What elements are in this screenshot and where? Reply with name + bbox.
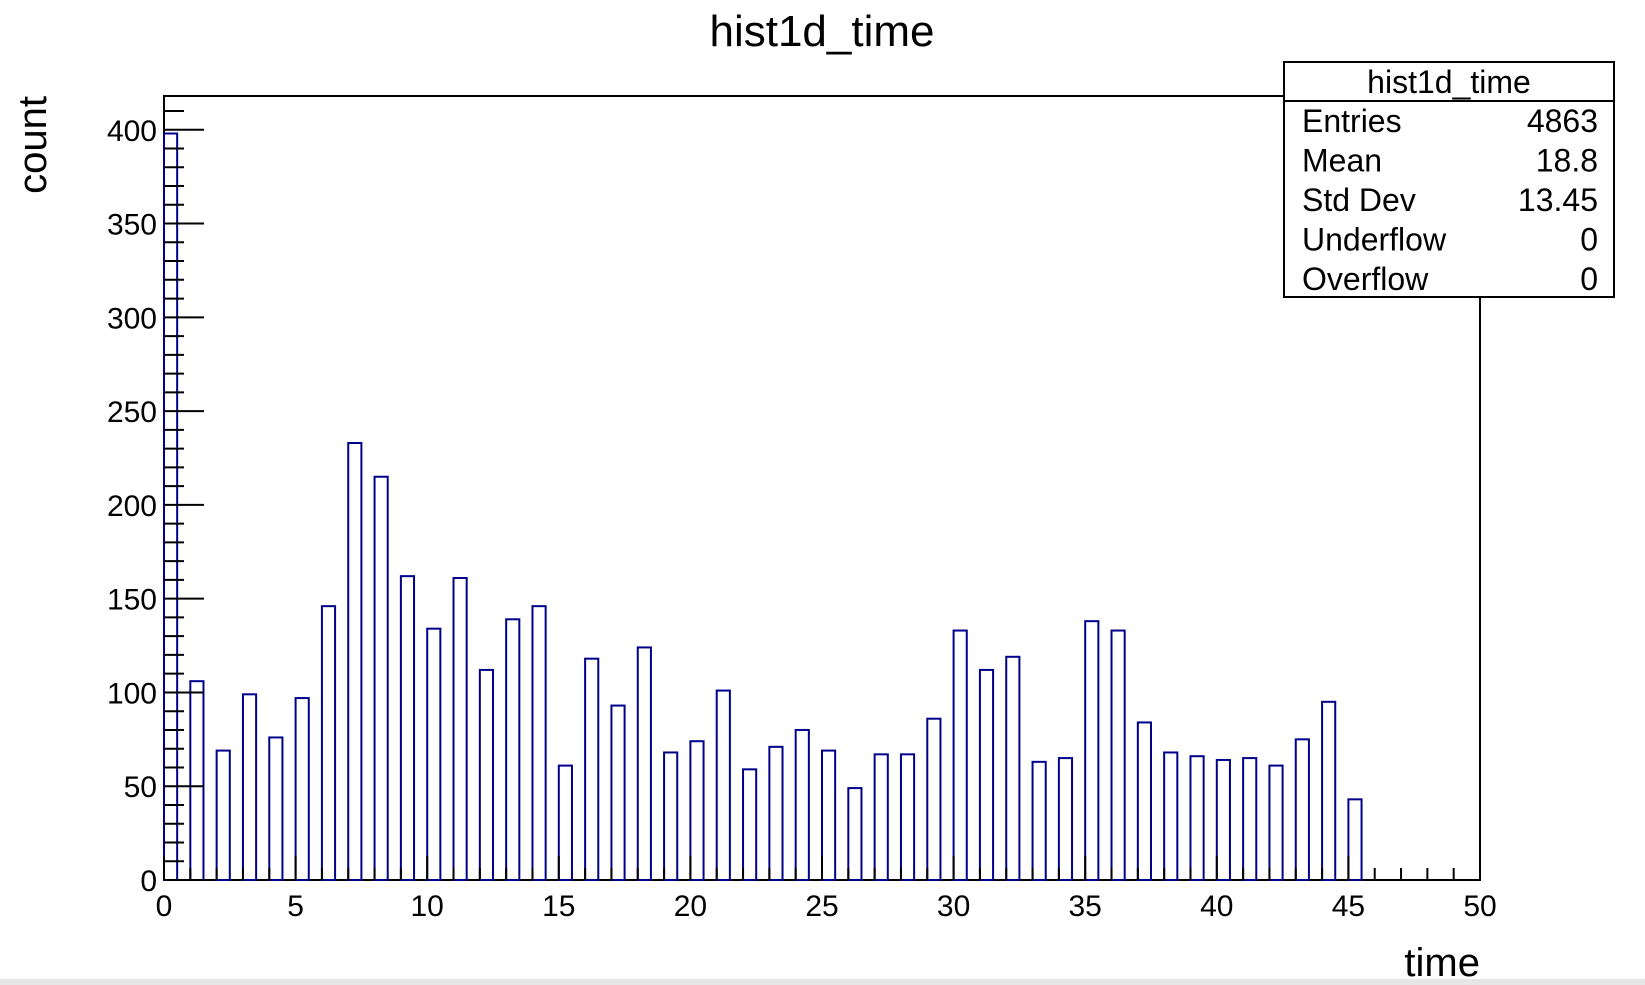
y-tick-label: 200: [107, 490, 157, 523]
histogram-bar: [1294, 738, 1310, 881]
y-tick-label: 300: [107, 302, 157, 335]
histogram-bar: [1110, 629, 1126, 882]
x-tick-label: 40: [1200, 890, 1233, 923]
histogram-bar: [1215, 758, 1231, 882]
histogram-bar: [505, 618, 521, 881]
histogram-bars: [163, 132, 1363, 882]
y-tick-label: 250: [107, 396, 157, 429]
histogram-bar: [610, 704, 626, 882]
histogram-bar: [689, 740, 705, 882]
histogram-bar: [531, 605, 547, 881]
histogram-bar: [636, 646, 652, 881]
histogram-bar: [426, 627, 442, 881]
stats-row-label: Entries: [1302, 103, 1402, 139]
histogram-bar: [926, 717, 942, 881]
stats-row-label: Underflow: [1302, 222, 1447, 258]
x-tick-label: 50: [1463, 890, 1496, 923]
x-tick-label: 30: [937, 890, 970, 923]
histogram-bar: [663, 751, 679, 882]
stats-row-value: 4863: [1527, 103, 1598, 139]
x-tick-label: 5: [287, 890, 304, 923]
stats-row-label: Overflow: [1302, 261, 1429, 297]
histogram-bar: [1136, 721, 1152, 881]
y-tick-label: 50: [124, 771, 157, 804]
histogram-bar: [1031, 760, 1047, 882]
x-tick-label: 35: [1069, 890, 1102, 923]
histogram-bar: [1347, 798, 1363, 882]
x-tick-label: 25: [805, 890, 838, 923]
stats-box-rows: Entries 4863 Mean 18.8 Std Dev 13.45 Underflow…: [1302, 103, 1598, 297]
y-tick-label: 150: [107, 584, 157, 617]
chart-title: hist1d_time: [709, 7, 934, 56]
histogram-bar: [241, 693, 258, 881]
y-tick-label: 400: [107, 115, 157, 148]
histogram-bar: [715, 689, 731, 881]
histogram-bar: [1163, 751, 1179, 882]
histogram-bar: [847, 787, 863, 882]
histogram-bar: [742, 768, 758, 882]
histogram-bar: [1268, 764, 1284, 881]
histogram-bar: [978, 668, 995, 882]
histogram-bar: [1005, 655, 1021, 881]
stats-row-value: 0: [1580, 261, 1598, 297]
histogram-bar: [557, 764, 573, 881]
histogram-bar: [873, 753, 889, 881]
histogram-bar: [399, 575, 416, 882]
histogram-bar: [1242, 757, 1258, 881]
x-axis-label: time: [1404, 941, 1480, 985]
x-tick-label: 10: [411, 890, 444, 923]
histogram-bar: [215, 749, 231, 882]
y-tick-label: 350: [107, 209, 157, 242]
histogram-bar: [952, 629, 968, 882]
x-tick-label: 0: [156, 890, 173, 923]
window-bottom-edge: [0, 979, 1645, 985]
stats-row-label: Std Dev: [1302, 182, 1416, 218]
x-tick-label: 45: [1332, 890, 1365, 923]
histogram-bar: [1057, 757, 1074, 881]
histogram-bar: [768, 745, 784, 881]
stats-row-label: Mean: [1302, 143, 1382, 179]
x-tick-label: 15: [542, 890, 575, 923]
stats-row-value: 13.45: [1518, 182, 1598, 218]
stats-row-value: 18.8: [1536, 143, 1598, 179]
x-axis: 0 5 10 15 20 25 30 35 40 45 50: [156, 856, 1497, 923]
stats-box: hist1d_time Entries 4863 Mean 18.8 Std Dev 13…: [1283, 61, 1615, 298]
stats-row-value: 0: [1580, 222, 1598, 258]
y-tick-label: 100: [107, 677, 157, 710]
histogram-bar: [584, 657, 600, 882]
histogram-bar: [294, 697, 310, 881]
histogram-bar: [1321, 700, 1337, 881]
x-tick-label: 20: [674, 890, 707, 923]
histogram-bar: [189, 680, 205, 881]
histogram-bar: [794, 728, 810, 881]
histogram-bar: [821, 749, 837, 882]
y-axis-label: count: [11, 96, 55, 194]
histogram-bar: [268, 736, 284, 881]
stats-box-title: hist1d_time: [1367, 64, 1531, 100]
histogram-bar: [347, 441, 363, 881]
histogram-bar: [452, 577, 468, 881]
y-axis: 0 50 100 150 200 250 300 350 400: [107, 110, 204, 898]
histogram-bar: [373, 475, 389, 881]
histogram-bar: [1084, 620, 1100, 882]
histogram-bar: [899, 753, 916, 881]
histogram-bar: [478, 668, 494, 882]
y-tick-label: 0: [140, 865, 157, 898]
histogram-bar: [1189, 755, 1205, 881]
histogram-bar: [320, 605, 337, 881]
